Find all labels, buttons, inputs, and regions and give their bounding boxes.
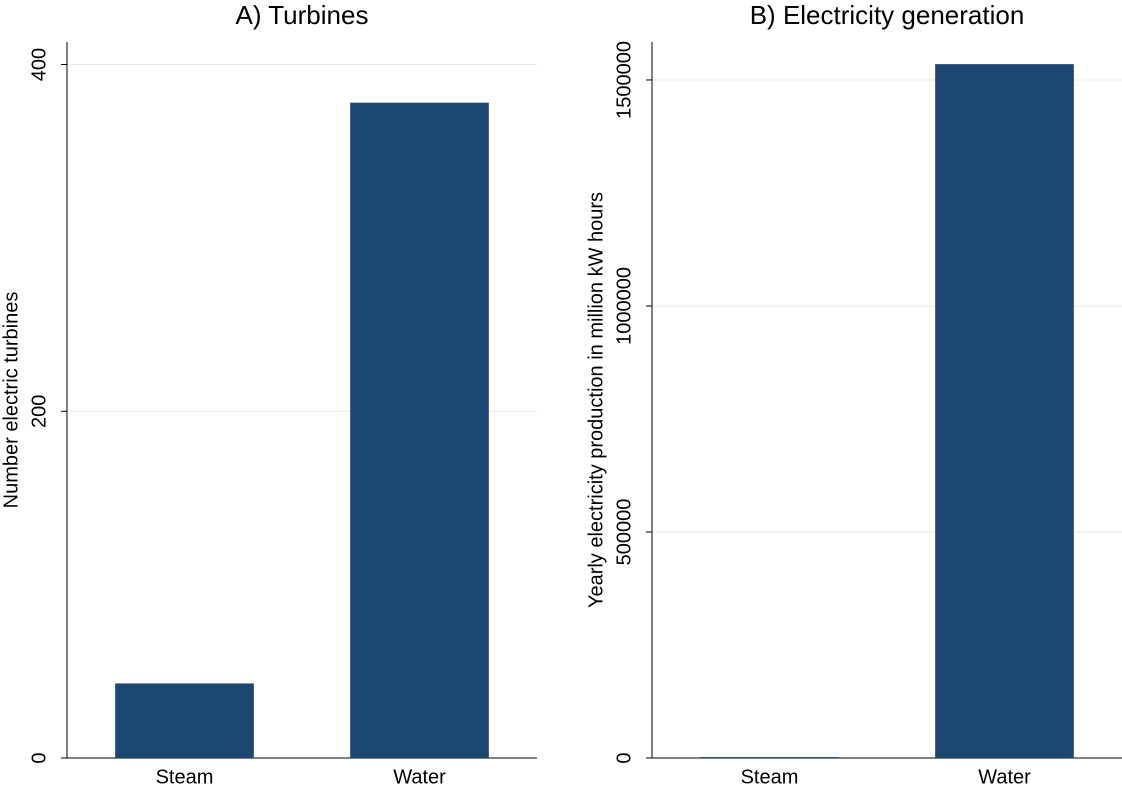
- y-tick-label: 0: [613, 752, 635, 763]
- y-tick-label: 1000000: [613, 267, 635, 345]
- y-tick-label: 500000: [613, 499, 635, 566]
- bar: [700, 757, 839, 758]
- y-tick-label: 400: [28, 48, 50, 81]
- y-axis-title: Yearly electricity production in million…: [585, 192, 607, 608]
- chart-title: B) Electricity generation: [750, 0, 1025, 30]
- bar: [935, 64, 1074, 758]
- chart-title: A) Turbines: [236, 0, 369, 30]
- x-tick-label: Water: [978, 766, 1031, 788]
- x-tick-label: Water: [393, 766, 446, 788]
- bar: [115, 683, 254, 758]
- bar: [350, 102, 489, 758]
- y-tick-label: 1500000: [613, 41, 635, 119]
- x-tick-label: Steam: [741, 766, 799, 788]
- x-tick-label: Steam: [156, 766, 214, 788]
- y-tick-label: 0: [28, 752, 50, 763]
- y-tick-label: 200: [28, 395, 50, 428]
- y-axis-title: Number electric turbines: [0, 292, 22, 509]
